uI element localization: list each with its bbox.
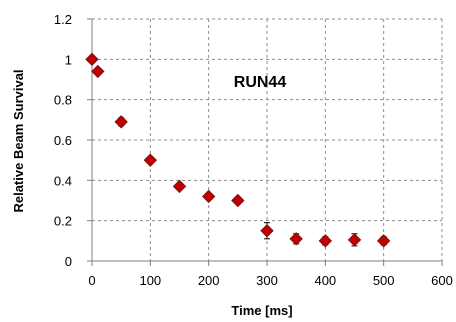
y-tick-label: 0.6 bbox=[54, 133, 72, 148]
x-tick-label: 300 bbox=[256, 273, 278, 288]
data-point bbox=[318, 234, 333, 248]
x-tick-label: 0 bbox=[88, 273, 95, 288]
data-point bbox=[260, 224, 274, 238]
data-point bbox=[289, 232, 303, 246]
grid-lines bbox=[92, 18, 443, 261]
y-tick-label: 0.8 bbox=[54, 93, 72, 108]
data-point bbox=[347, 233, 362, 247]
x-tick-label: 400 bbox=[314, 273, 336, 288]
x-axis-label: Time [ms] bbox=[231, 303, 292, 318]
y-tick-label: 1 bbox=[65, 52, 72, 67]
data-point bbox=[376, 234, 391, 248]
y-tick-labels: 0 0.2 0.4 0.6 0.8 1 1.2 bbox=[54, 12, 72, 269]
data-point bbox=[114, 115, 128, 129]
y-tick-label: 0 bbox=[65, 254, 72, 269]
data-point bbox=[143, 153, 158, 167]
data-point bbox=[231, 193, 245, 208]
data-point bbox=[172, 179, 187, 194]
y-tick-label: 1.2 bbox=[54, 12, 72, 27]
y-axis-label: Relative Beam Survival bbox=[11, 69, 26, 212]
y-tick-label: 0.2 bbox=[54, 214, 72, 229]
y-tick-label: 0.4 bbox=[54, 173, 72, 188]
x-tick-label: 200 bbox=[198, 273, 220, 288]
data-point bbox=[91, 64, 105, 79]
data-point bbox=[85, 52, 99, 67]
data-point bbox=[201, 189, 216, 204]
x-tick-label: 500 bbox=[373, 273, 395, 288]
run-annotation: RUN44 bbox=[234, 74, 287, 91]
data-points bbox=[85, 52, 391, 248]
x-tick-label: 600 bbox=[431, 273, 453, 288]
x-tick-label: 100 bbox=[139, 273, 161, 288]
x-tick-labels: 0 100 200 300 400 500 600 bbox=[88, 273, 452, 288]
